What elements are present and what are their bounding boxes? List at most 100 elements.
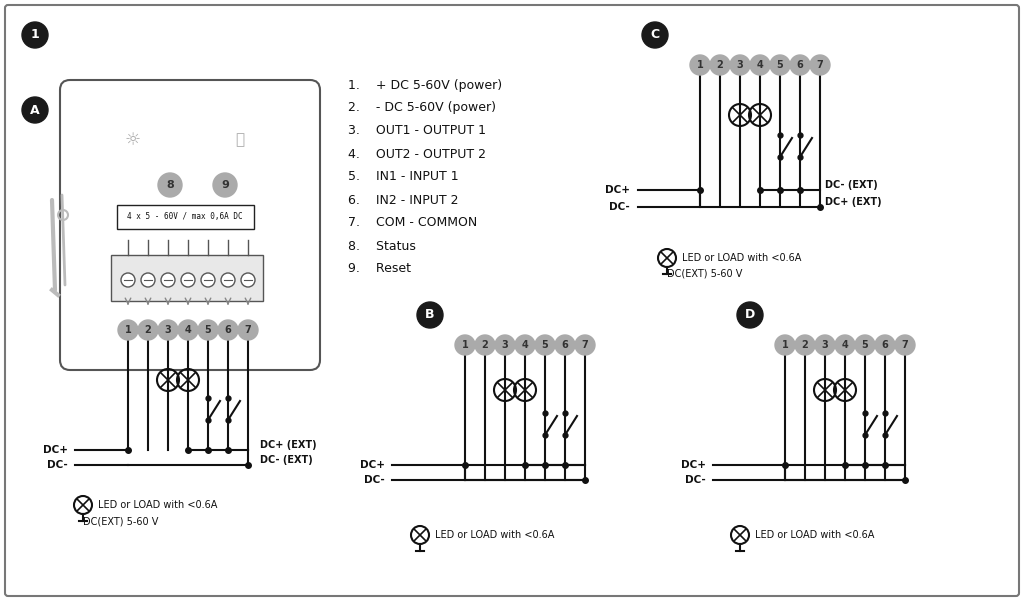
Text: ☼: ☼	[125, 131, 141, 149]
Text: DC-: DC-	[47, 460, 68, 470]
Text: 2: 2	[717, 60, 723, 70]
Text: 1: 1	[462, 340, 468, 350]
Text: 6: 6	[561, 340, 568, 350]
Circle shape	[241, 273, 255, 287]
Text: 3.    OUT1 - OUTPUT 1: 3. OUT1 - OUTPUT 1	[348, 124, 486, 138]
Text: 9: 9	[221, 180, 229, 190]
Text: LED or LOAD with <0.6A: LED or LOAD with <0.6A	[682, 253, 802, 263]
Circle shape	[161, 273, 175, 287]
Circle shape	[417, 302, 443, 328]
Text: 7.    COM - COMMON: 7. COM - COMMON	[348, 216, 477, 230]
Text: 6.    IN2 - INPUT 2: 6. IN2 - INPUT 2	[348, 194, 459, 207]
Text: 2.    - DC 5-60V (power): 2. - DC 5-60V (power)	[348, 102, 496, 115]
Circle shape	[810, 55, 830, 75]
Text: 8.    Status: 8. Status	[348, 240, 416, 252]
Circle shape	[795, 335, 815, 355]
Text: DC+: DC+	[360, 460, 385, 470]
Text: 7: 7	[582, 340, 589, 350]
Text: LED or LOAD with <0.6A: LED or LOAD with <0.6A	[98, 500, 217, 510]
Text: 4 x 5 - 60V / max 0,6A DC: 4 x 5 - 60V / max 0,6A DC	[127, 213, 243, 222]
Text: 5: 5	[205, 325, 211, 335]
Circle shape	[218, 320, 238, 340]
Circle shape	[815, 335, 835, 355]
Text: 1: 1	[696, 60, 703, 70]
Text: DC+: DC+	[681, 460, 706, 470]
Circle shape	[138, 320, 158, 340]
Circle shape	[178, 320, 198, 340]
Text: 6: 6	[224, 325, 231, 335]
Circle shape	[730, 55, 750, 75]
Circle shape	[775, 335, 795, 355]
Text: LED or LOAD with <0.6A: LED or LOAD with <0.6A	[755, 530, 874, 540]
Text: 1.    + DC 5-60V (power): 1. + DC 5-60V (power)	[348, 79, 502, 91]
Circle shape	[835, 335, 855, 355]
Text: 3: 3	[165, 325, 171, 335]
Text: DC(EXT) 5-60 V: DC(EXT) 5-60 V	[83, 516, 159, 526]
Text: 1: 1	[125, 325, 131, 335]
Text: 3: 3	[821, 340, 828, 350]
Circle shape	[737, 302, 763, 328]
Circle shape	[158, 173, 182, 197]
Text: LED or LOAD with <0.6A: LED or LOAD with <0.6A	[435, 530, 554, 540]
Circle shape	[181, 273, 195, 287]
Text: 2: 2	[144, 325, 152, 335]
Text: 6: 6	[797, 60, 804, 70]
Circle shape	[790, 55, 810, 75]
Circle shape	[201, 273, 215, 287]
Text: 7: 7	[816, 60, 823, 70]
Circle shape	[22, 97, 48, 123]
Text: 5: 5	[776, 60, 783, 70]
Circle shape	[750, 55, 770, 75]
Circle shape	[515, 335, 535, 355]
FancyBboxPatch shape	[5, 5, 1019, 596]
Text: 7: 7	[245, 325, 251, 335]
Text: 5: 5	[861, 340, 868, 350]
Circle shape	[198, 320, 218, 340]
Text: DC-: DC-	[365, 475, 385, 485]
Circle shape	[22, 22, 48, 48]
Circle shape	[555, 335, 575, 355]
Circle shape	[475, 335, 495, 355]
Circle shape	[855, 335, 874, 355]
Text: DC+ (EXT): DC+ (EXT)	[825, 197, 882, 207]
Circle shape	[221, 273, 234, 287]
Text: DC+: DC+	[605, 185, 630, 195]
Circle shape	[642, 22, 668, 48]
Text: 6: 6	[882, 340, 889, 350]
FancyBboxPatch shape	[117, 205, 254, 229]
Text: 4: 4	[521, 340, 528, 350]
Text: ✋: ✋	[236, 132, 245, 147]
Text: DC-: DC-	[609, 202, 630, 212]
Text: D: D	[744, 308, 755, 322]
Text: B: B	[425, 308, 435, 322]
Circle shape	[238, 320, 258, 340]
Text: 1: 1	[31, 28, 39, 41]
Text: 4: 4	[842, 340, 848, 350]
Text: 5.    IN1 - INPUT 1: 5. IN1 - INPUT 1	[348, 171, 459, 183]
Text: 4: 4	[757, 60, 763, 70]
Text: C: C	[650, 28, 659, 41]
Circle shape	[455, 335, 475, 355]
Text: DC+ (EXT): DC+ (EXT)	[260, 440, 316, 450]
Circle shape	[575, 335, 595, 355]
Circle shape	[158, 320, 178, 340]
Text: 3: 3	[502, 340, 508, 350]
Circle shape	[874, 335, 895, 355]
Circle shape	[121, 273, 135, 287]
Text: 9.    Reset: 9. Reset	[348, 263, 411, 275]
Text: 4: 4	[184, 325, 191, 335]
Circle shape	[690, 55, 710, 75]
Text: DC(EXT) 5-60 V: DC(EXT) 5-60 V	[667, 269, 742, 279]
Text: 2: 2	[481, 340, 488, 350]
Text: 3: 3	[736, 60, 743, 70]
Circle shape	[895, 335, 915, 355]
Text: 7: 7	[901, 340, 908, 350]
Text: 8: 8	[166, 180, 174, 190]
Circle shape	[213, 173, 237, 197]
Circle shape	[495, 335, 515, 355]
Text: 1: 1	[781, 340, 788, 350]
FancyBboxPatch shape	[60, 80, 319, 370]
Circle shape	[770, 55, 790, 75]
Text: DC- (EXT): DC- (EXT)	[825, 180, 878, 190]
Text: A: A	[30, 103, 40, 117]
